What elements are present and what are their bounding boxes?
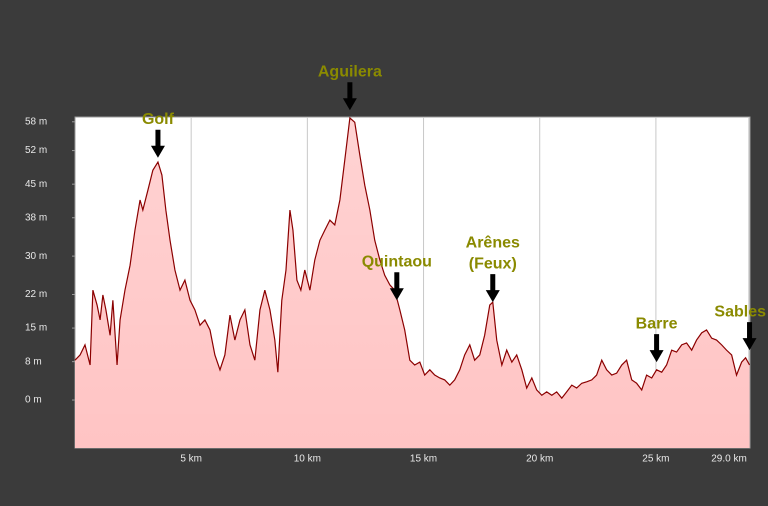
annotation-label: Barre [636, 315, 678, 332]
y-tick-label: 45 m [25, 179, 47, 190]
x-tick-label: 20 km [526, 454, 553, 465]
annotation-label: Aguilera [318, 64, 382, 81]
annotation-arrow [649, 334, 664, 363]
y-tick-label: 15 m [25, 323, 47, 334]
annotation-arrow [485, 274, 500, 303]
annotation-label: Sables [714, 303, 766, 320]
annotation-arrow [150, 129, 165, 158]
elevation-line [74, 116, 751, 400]
annotation-arrow [389, 272, 404, 301]
x-tick-label: 10 km [294, 454, 321, 465]
y-tick-label: 52 m [25, 145, 47, 156]
x-tick-label: 15 km [410, 454, 437, 465]
y-tick-label: 58 m [25, 116, 47, 127]
annotation-label: Arênes [466, 234, 520, 251]
x-tick-label: 5 km [180, 454, 202, 465]
x-tick-label: 29.0 km [711, 454, 747, 465]
annotation-arrow [342, 82, 357, 111]
x-tick-label: 25 km [642, 454, 669, 465]
elevation-area-shade [75, 117, 750, 449]
y-tick-label: 22 m [25, 289, 47, 300]
annotation-label: Golf [142, 111, 175, 128]
y-tick-label: 0 m [25, 395, 42, 406]
y-tick-label: 8 m [25, 356, 42, 367]
y-tick-label: 30 m [25, 251, 47, 262]
y-tick-label: 38 m [25, 212, 47, 223]
annotation-label: (Feux) [469, 255, 517, 272]
annotation-label: Quintaou [362, 253, 432, 270]
annotation-arrow [742, 322, 757, 351]
